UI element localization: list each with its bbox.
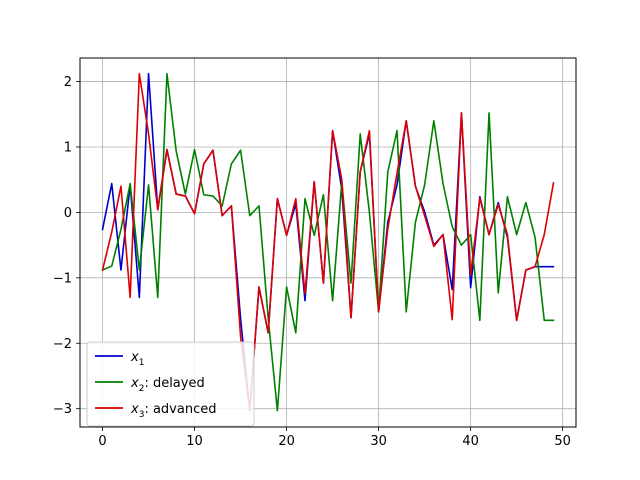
- x-tick-label: 0: [98, 434, 106, 449]
- x-tick-label: 20: [278, 434, 295, 449]
- legend: x1 x2: delayed x3: advanced: [86, 341, 255, 427]
- y-tick-label: 1: [64, 140, 72, 155]
- y-tick-label: −2: [53, 337, 72, 352]
- y-tick-label: 2: [64, 75, 72, 90]
- series-layer: [101, 72, 555, 412]
- legend-entry-1: x1: [130, 350, 144, 368]
- y-tick-label: −1: [53, 271, 72, 286]
- x-tick-label: 40: [462, 434, 479, 449]
- legend-entry-3: x3: advanced: [130, 402, 216, 420]
- x-tick-label: 50: [554, 434, 571, 449]
- legend-entry-2: x2: delayed: [130, 376, 205, 394]
- y-tick-label: −3: [53, 402, 72, 417]
- plot-frame: [79, 57, 577, 428]
- axis-ticks: 0 10 20 30 40 50 −3 −2 −1 0 1 2: [53, 75, 571, 449]
- x-tick-label: 30: [370, 434, 387, 449]
- y-tick-label: 0: [64, 206, 72, 221]
- legend-box: [86, 341, 255, 427]
- series-line-3: [101, 72, 555, 412]
- series-line-2: [101, 72, 555, 412]
- x-tick-label: 10: [186, 434, 203, 449]
